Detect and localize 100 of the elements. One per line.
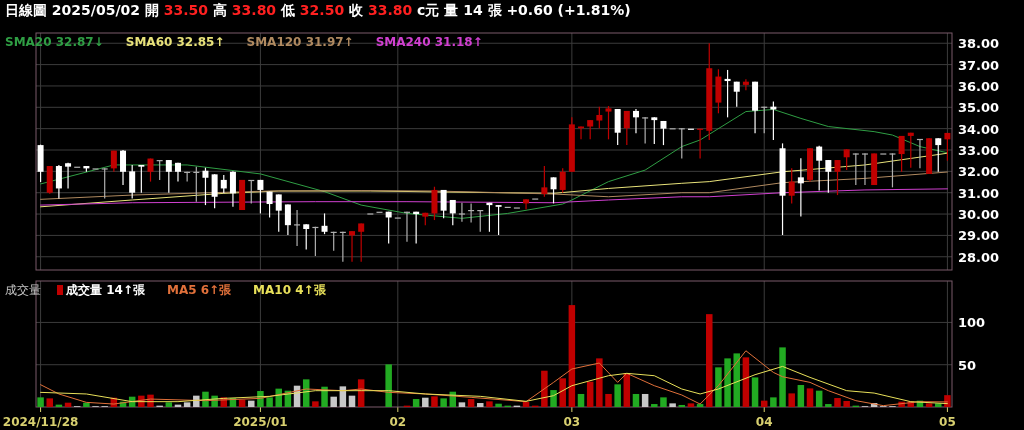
- bar: [605, 393, 612, 407]
- candlestick: [889, 152, 896, 188]
- candlestick: [550, 176, 557, 204]
- candlestick: [440, 189, 447, 219]
- candlestick: [861, 152, 868, 186]
- y-tick-label: 28.00: [958, 249, 1000, 265]
- text: MA5 6↑張: [166, 283, 233, 297]
- y-tick-label: 100: [958, 315, 986, 331]
- candlestick: [797, 157, 804, 218]
- bar: [37, 397, 44, 407]
- candlestick: [257, 179, 264, 215]
- bar: [797, 385, 805, 407]
- bar: [806, 388, 814, 407]
- y-tick-label: 50: [958, 357, 977, 373]
- bar: [678, 404, 686, 407]
- bar: [248, 400, 255, 407]
- candlestick: [935, 137, 942, 173]
- candlestick: [55, 164, 62, 200]
- bar: [193, 395, 200, 407]
- x-tick-label: 03: [563, 415, 581, 429]
- bar: [925, 403, 933, 407]
- candlestick: [284, 203, 291, 236]
- candlestick: [642, 116, 649, 144]
- candlestick: [788, 167, 795, 204]
- bar: [586, 381, 594, 407]
- bar: [641, 393, 649, 407]
- candlestick: [229, 170, 236, 208]
- bar: [742, 357, 750, 407]
- candlestick: [852, 152, 859, 186]
- candlestick: [816, 145, 823, 192]
- bar: [46, 398, 53, 407]
- candlestick: [825, 159, 832, 194]
- bar: [183, 402, 191, 407]
- bar: [733, 353, 740, 407]
- candlestick: [623, 110, 630, 146]
- bar: [522, 401, 530, 407]
- candlestick: [349, 230, 356, 263]
- candlestick: [523, 198, 530, 210]
- candlestick: [651, 116, 658, 145]
- candlestick: [541, 165, 548, 198]
- candlestick: [321, 212, 328, 235]
- bar: [559, 378, 566, 407]
- candlestick: [614, 108, 621, 146]
- bar: [477, 403, 484, 407]
- bar: [339, 386, 347, 407]
- candlestick: [65, 162, 72, 190]
- x-tick-label: 2024/11/28: [2, 415, 79, 429]
- bar: [541, 370, 548, 407]
- chart-title: 成交量: [5, 283, 41, 297]
- bar: [83, 402, 90, 407]
- y-tick-label: 32.00: [958, 164, 1000, 180]
- candlestick: [587, 119, 594, 140]
- candlestick: [211, 173, 218, 209]
- line-series: [40, 188, 948, 206]
- bar: [687, 403, 695, 407]
- bar: [321, 386, 328, 407]
- y-tick-label: 29.00: [958, 228, 1000, 244]
- y-tick-label: 31.00: [958, 185, 1000, 201]
- bar: [706, 314, 713, 407]
- line-series: [40, 108, 948, 219]
- bar: [495, 403, 502, 407]
- candlestick: [898, 135, 905, 173]
- bar: [614, 384, 621, 407]
- bar: [266, 397, 273, 407]
- text: SMA60 32.85↑: [125, 35, 225, 49]
- bar: [577, 393, 585, 407]
- bar: [385, 364, 392, 407]
- bar: [724, 358, 731, 407]
- candlestick: [843, 148, 850, 171]
- candlestick: [605, 105, 612, 140]
- bar: [486, 401, 493, 407]
- candlestick: [724, 69, 731, 118]
- text: SMA20 32.87↓: [5, 35, 104, 49]
- candlestick: [458, 202, 465, 223]
- y-tick-label: 36.00: [958, 78, 1000, 94]
- y-tick-label: 35.00: [958, 100, 1000, 116]
- bar: [458, 402, 466, 407]
- candlestick: [220, 174, 227, 194]
- candlestick: [944, 132, 951, 162]
- line-series: [40, 365, 948, 405]
- candlestick: [165, 159, 172, 194]
- candlestick: [596, 106, 603, 129]
- candlestick: [101, 167, 108, 200]
- candlestick: [202, 167, 209, 206]
- x-tick-label: 02: [389, 415, 407, 429]
- bar: [412, 399, 420, 407]
- bar: [467, 399, 475, 407]
- bar: [550, 390, 557, 407]
- bar: [825, 404, 832, 407]
- legend-label: 成交量 14↑張: [65, 283, 146, 297]
- y-tick-label: 30.00: [958, 207, 1000, 223]
- bar: [669, 403, 676, 407]
- candlestick: [358, 222, 365, 263]
- candlestick: [559, 167, 566, 194]
- bar: [312, 401, 319, 407]
- bar: [715, 367, 722, 407]
- bar: [788, 393, 795, 407]
- x-tick-label: 04: [755, 415, 773, 429]
- y-tick-label: 38.00: [958, 36, 1000, 52]
- bar: [596, 358, 603, 407]
